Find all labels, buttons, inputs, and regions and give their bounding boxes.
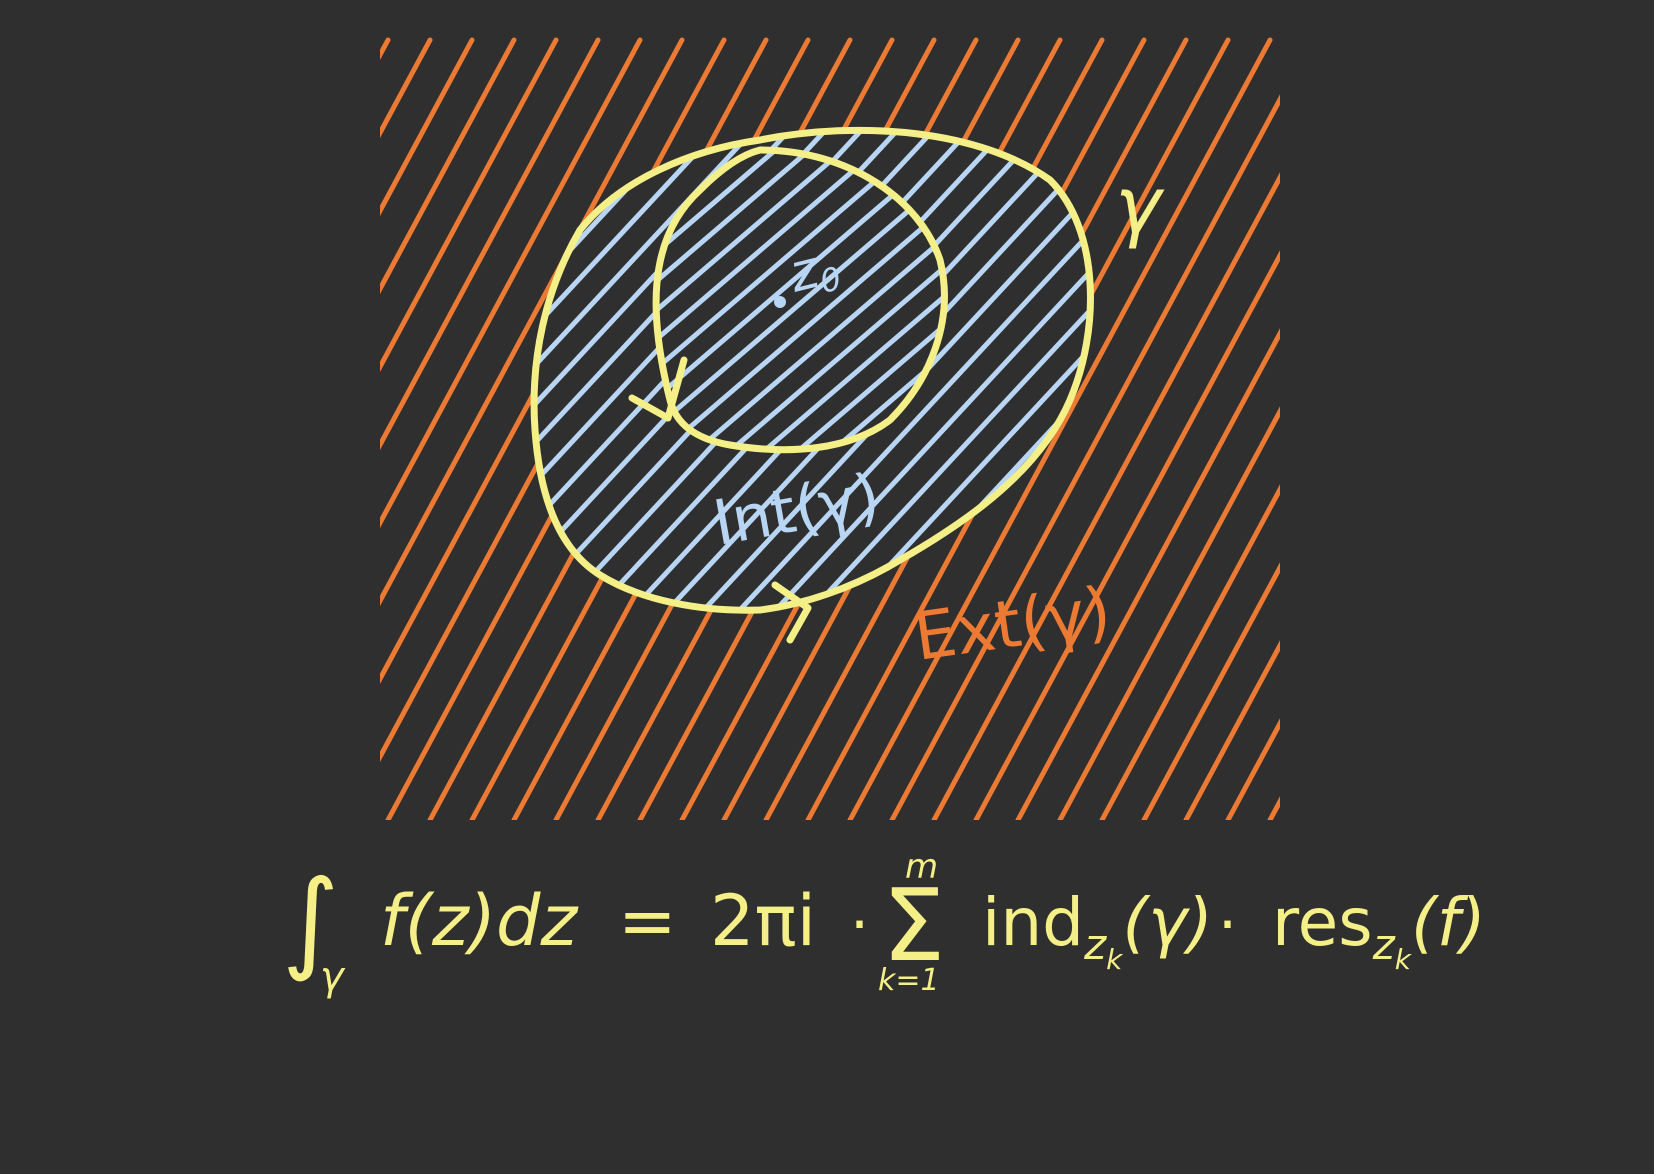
- residue-term: reszk(f): [1272, 884, 1486, 976]
- curve-gamma-inner-loop: [652, 146, 948, 454]
- exterior-hatch-stroke: [0, 40, 304, 820]
- equals-sign: =: [618, 880, 677, 962]
- interior-hatch-stroke: [709, 130, 1091, 611]
- interior-hatch-stroke: [781, 130, 1091, 611]
- exterior-hatch-stroke: [380, 37, 475, 820]
- exterior-hatch-stroke: [380, 37, 433, 820]
- interior-hatch-stroke: [745, 130, 1091, 611]
- interior-hatch-stroke: [656, 150, 893, 450]
- exterior-hatch-stroke: [1267, 37, 1280, 820]
- interior-hatch-stroke: [980, 110, 1400, 470]
- exterior-hatch-stroke: [1354, 40, 1654, 820]
- integral-subscript: γ: [320, 954, 346, 1000]
- exterior-hatch-stroke: [973, 37, 1280, 820]
- dot-operator-2: ·: [1218, 890, 1237, 960]
- factor-2pii: 2πi: [710, 880, 816, 962]
- exterior-hatch-stroke: [380, 37, 643, 820]
- exterior-hatch-stroke: [1396, 40, 1654, 820]
- exterior-hatch-stroke: [1312, 40, 1654, 820]
- interior-hatching-ring: [534, 80, 1654, 640]
- exterior-hatch-stroke: [1057, 37, 1280, 820]
- interior-hatch-stroke: [656, 150, 945, 450]
- interior-hatch-stroke: [1108, 80, 1628, 640]
- curve-gamma-outer-loop: [530, 126, 1094, 614]
- integrand: f(z)dz: [380, 880, 579, 962]
- exterior-hatch-stroke: [1099, 37, 1280, 820]
- exterior-hatch-stroke: [0, 40, 262, 820]
- integral-sign: ∫: [282, 856, 339, 984]
- exterior-hatch-stroke: [931, 37, 1280, 820]
- exterior-hatch-stroke: [380, 37, 391, 820]
- exterior-hatch-stroke: [889, 37, 1280, 820]
- exterior-hatch-stroke: [1141, 37, 1280, 820]
- exterior-hatch-stroke: [847, 37, 1273, 820]
- exterior-hatch-stroke: [380, 37, 685, 820]
- interior-label: Int(γ): [708, 459, 885, 560]
- interior-hatch-stroke: [773, 150, 945, 450]
- exterior-hatch-stroke: [1225, 37, 1280, 820]
- exterior-hatch-stroke: [380, 37, 559, 820]
- sum-upper-limit: m: [905, 847, 938, 887]
- direction-arrow-inner: [628, 356, 688, 422]
- interior-hatch-stroke: [705, 150, 945, 450]
- interior-hatch-stroke: [739, 150, 945, 450]
- exterior-label: Ext(γ): [910, 572, 1116, 676]
- sum-sign: Σ: [882, 867, 945, 984]
- interior-hatch-stroke: [1180, 80, 1654, 640]
- exterior-hatch-stroke: [1183, 37, 1280, 820]
- index-term: indzk(γ): [982, 884, 1213, 976]
- interior-hatch-stroke: [1033, 130, 1091, 611]
- direction-arrow-outer: [771, 581, 812, 644]
- interior-hatch-stroke: [1144, 80, 1654, 640]
- exterior-hatch-stroke: [380, 37, 517, 820]
- interior-hatch-stroke: [656, 150, 825, 450]
- interior-hatch-stroke: [807, 150, 945, 450]
- interior-hatch-stroke: [534, 130, 767, 611]
- interior-hatch-stroke: [673, 130, 1091, 611]
- interior-hatch-stroke: [656, 150, 859, 450]
- point-z0-dot: [774, 296, 786, 308]
- residue-theorem-formula: ∫ γ f(z)dz = 2πi · m Σ k=1 indzk(γ) · re…: [282, 847, 1486, 1000]
- curve-label: γ: [1115, 161, 1165, 251]
- dot-operator-1: ·: [850, 890, 869, 960]
- exterior-hatch-stroke: [380, 37, 601, 820]
- exterior-hatch-stroke: [0, 40, 346, 820]
- exterior-hatch-stroke: [1015, 37, 1280, 820]
- interior-hatch-stroke: [671, 150, 945, 450]
- sum-lower-limit: k=1: [878, 963, 940, 998]
- exterior-hatch-stroke: [0, 40, 220, 820]
